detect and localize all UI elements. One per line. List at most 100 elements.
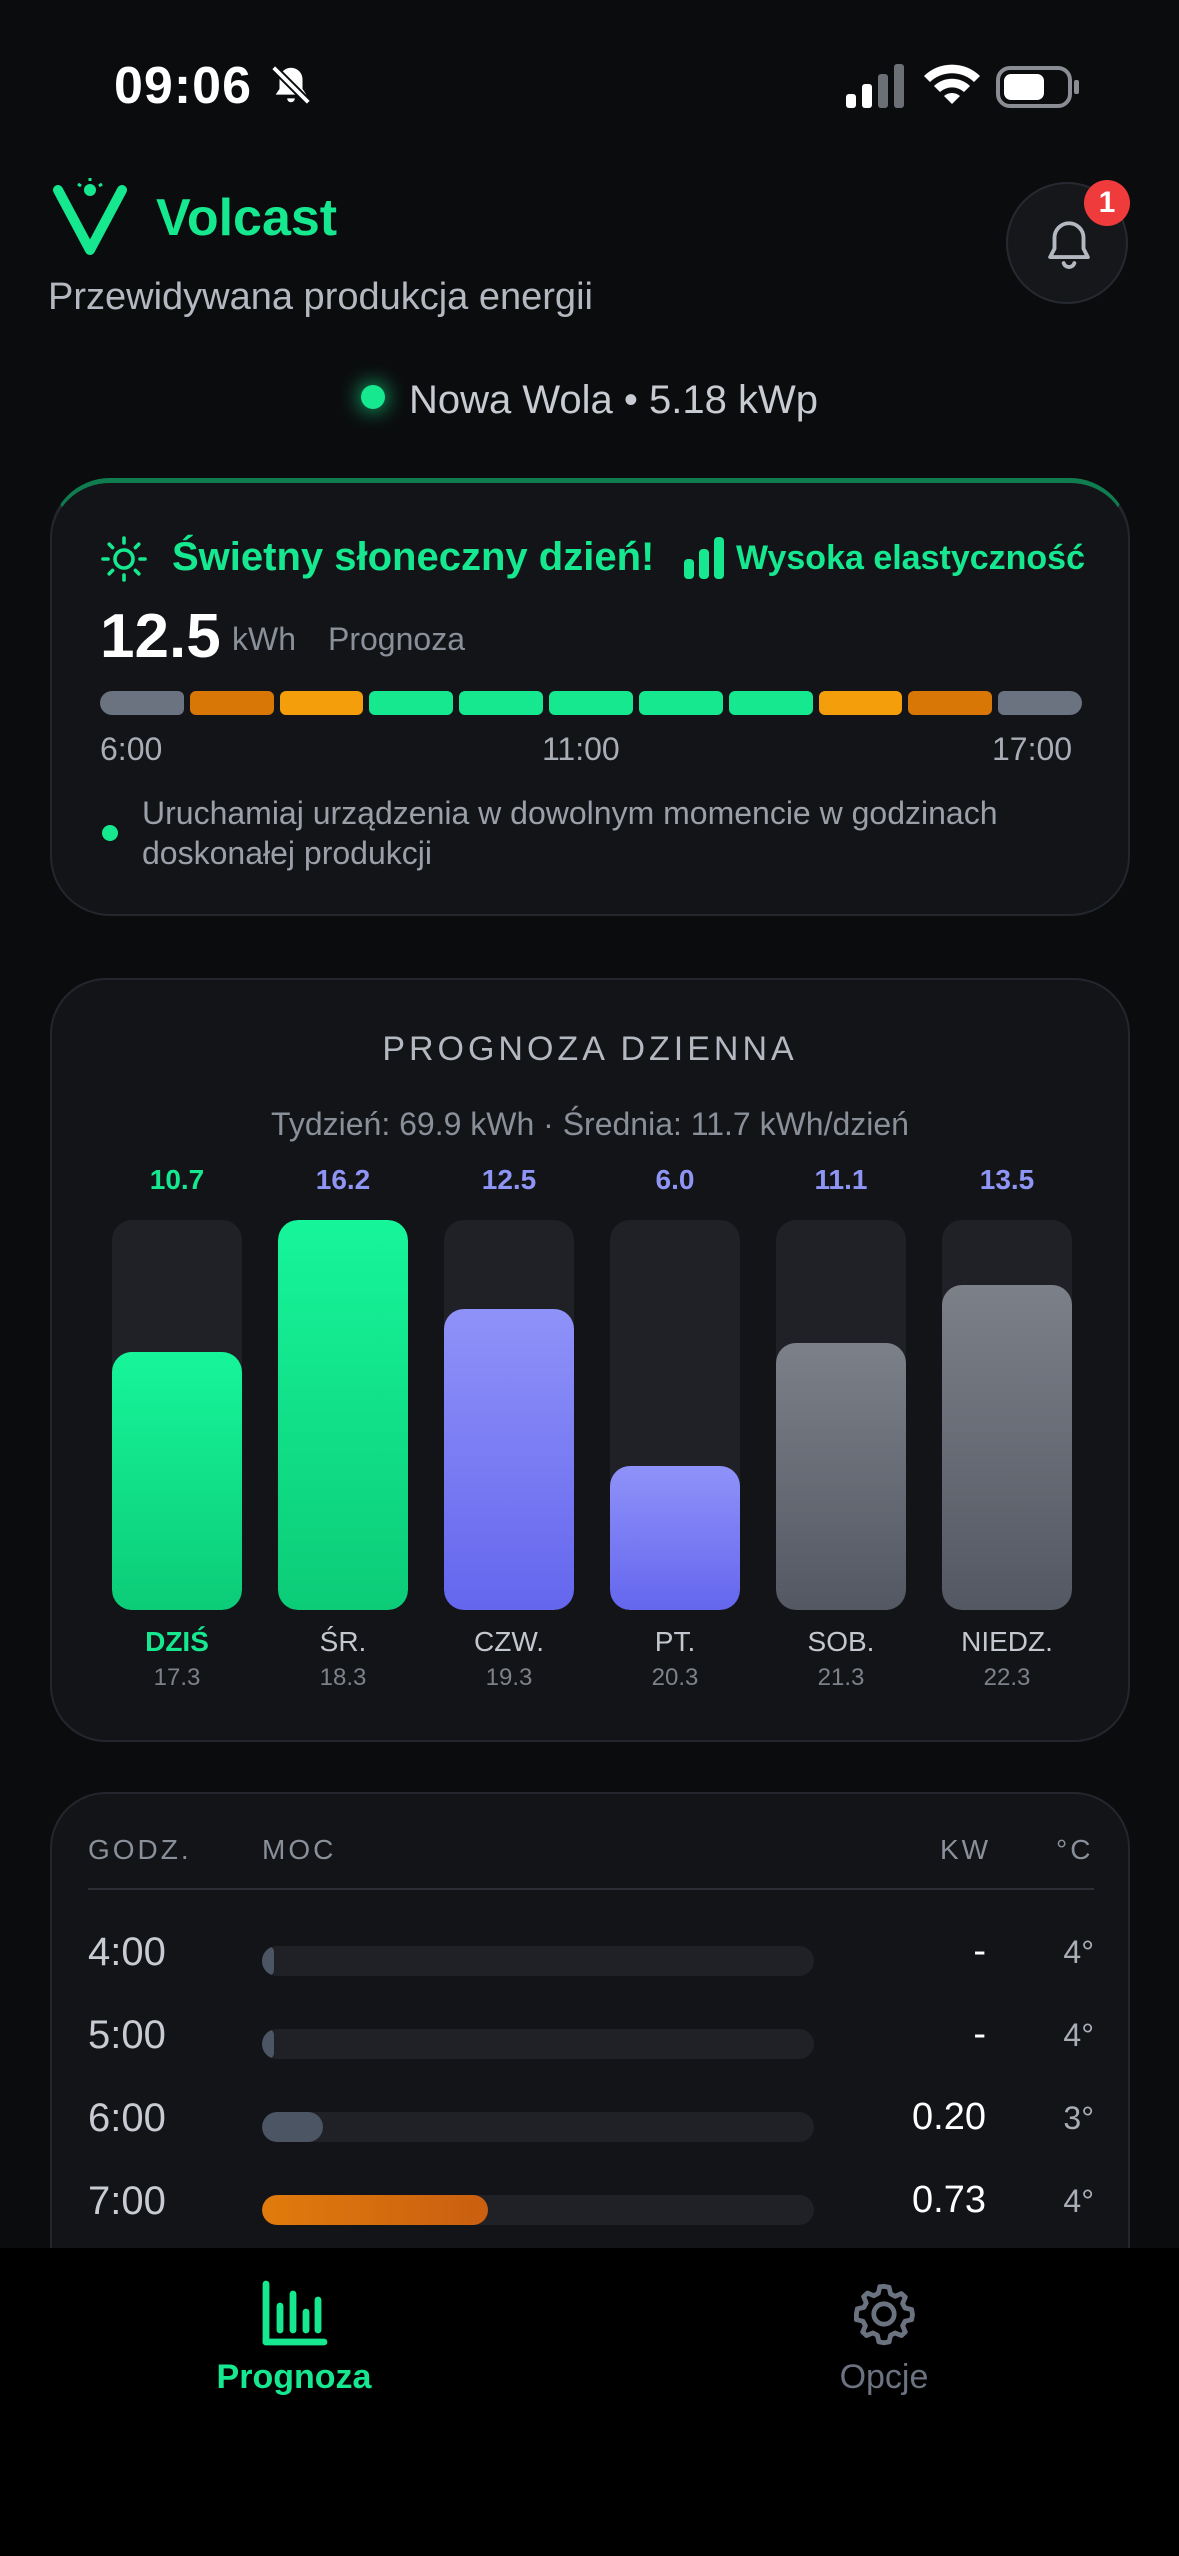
table-divider (88, 1888, 1094, 1890)
bar-value: 12.5 (481, 1164, 537, 1195)
daily-bar-column[interactable]: 13.5 NIEDZ. 22.3 (942, 1164, 1072, 1704)
signal-icon (846, 64, 904, 108)
bar-value: 11.1 (814, 1164, 868, 1195)
row-hour: 4:00 (88, 1930, 166, 1974)
daily-bar-column[interactable]: 11.1 SOB. 21.3 (776, 1164, 906, 1704)
power-bar-fill (262, 2029, 274, 2059)
location-indicator: Nowa Wola • 5.18 kWp (0, 378, 1179, 423)
table-row: 6:00 0.20 3° (52, 2096, 1132, 2156)
forecast-unit: kWh (232, 621, 296, 657)
power-bar-track (262, 2029, 814, 2059)
hour-segment (189, 691, 274, 715)
row-hour: 6:00 (88, 2096, 166, 2140)
bar-date-label: 17.3 (153, 1664, 201, 1691)
row-kw: - (973, 2013, 986, 2055)
hour-segment (638, 691, 723, 715)
bar-track (942, 1220, 1072, 1610)
hourly-forecast-table: GODZ. MOC KW °C 4:00 - 4° 5:00 - 4° 6:00 0.20 3°… (50, 1792, 1130, 2252)
app-name: Volcast (156, 189, 338, 247)
forecast-value: 12.5 (100, 602, 221, 671)
daily-bar-column[interactable]: 10.7 DZIŚ 17.3 (112, 1164, 242, 1704)
bar-chart-icon (262, 2280, 328, 2346)
app-subtitle: Przewidywana produkcja energii (48, 276, 593, 318)
row-temp: 4° (1063, 1934, 1094, 1970)
daily-forecast-summary: Tydzień: 69.9 kWh · Średnia: 11.7 kWh/dz… (271, 1106, 909, 1142)
signal-strength-icon (684, 537, 724, 579)
row-kw: 0.73 (912, 2179, 986, 2221)
hour-segment (369, 691, 454, 715)
row-temp: 4° (1063, 2017, 1094, 2053)
table-row: 7:00 0.73 4° (52, 2179, 1132, 2239)
battery-icon (996, 66, 1079, 108)
bottom-navigation: Prognoza Opcje (0, 2248, 1179, 2556)
hour-segment (100, 691, 184, 715)
bar-date-label: 21.3 (817, 1664, 865, 1691)
today-forecast-card: Świetny słoneczny dzień! Wysoka elastycz… (50, 478, 1130, 916)
hour-segment (459, 691, 544, 715)
bar-day-label: SOB. (807, 1626, 875, 1657)
time-start: 6:00 (100, 731, 163, 767)
power-bar-fill (262, 1946, 274, 1976)
row-temp: 3° (1063, 2100, 1094, 2136)
bar-track (112, 1220, 242, 1610)
bar-day-label: NIEDZ. (961, 1626, 1053, 1657)
bar-fill (610, 1466, 740, 1610)
hour-segment (998, 691, 1082, 715)
header-temp: °C (1056, 1834, 1094, 1865)
bar-date-label: 19.3 (485, 1664, 533, 1691)
bell-icon (1048, 221, 1090, 269)
day-headline: Świetny słoneczny dzień! (172, 535, 655, 579)
bar-day-label: ŚR. (319, 1626, 367, 1657)
table-row: 4:00 - 4° (52, 1930, 1132, 1990)
daily-forecast-card: PROGNOZA DZIENNA Tydzień: 69.9 kWh · Śre… (50, 978, 1130, 1742)
bar-value: 13.5 (979, 1164, 1035, 1195)
volcast-logo-icon (53, 178, 127, 255)
header-power: MOC (262, 1834, 337, 1865)
wifi-icon (924, 64, 980, 104)
nav-forecast-label: Prognoza (216, 2358, 372, 2396)
bar-track (278, 1220, 408, 1610)
daily-forecast-title: PROGNOZA DZIENNA (382, 1030, 798, 1068)
bar-day-label: CZW. (474, 1626, 544, 1657)
bar-fill (112, 1352, 242, 1610)
row-kw: - (973, 1930, 986, 1972)
nav-options-tab[interactable]: Opcje (734, 2278, 1034, 2397)
daily-bar-column[interactable]: 16.2 ŚR. 18.3 (278, 1164, 408, 1704)
hour-segment (908, 691, 993, 715)
bar-value: 10.7 (149, 1164, 205, 1195)
tip-bullet (102, 825, 118, 841)
bar-date-label: 18.3 (319, 1664, 367, 1691)
bar-date-label: 22.3 (983, 1664, 1031, 1691)
bar-day-label: DZIŚ (145, 1626, 209, 1657)
status-bar: 09:06 (0, 0, 1179, 170)
time-middle: 11:00 (542, 731, 620, 767)
flexibility-label: Wysoka elastyczność (736, 539, 1085, 577)
bar-value: 6.0 (655, 1164, 695, 1195)
nav-forecast-tab[interactable]: Prognoza (144, 2278, 444, 2397)
bar-fill (942, 1285, 1072, 1610)
bar-fill (444, 1309, 574, 1610)
daily-bar-column[interactable]: 12.5 CZW. 19.3 (444, 1164, 574, 1704)
power-bar-track (262, 2112, 814, 2142)
power-bar-fill (262, 2195, 488, 2225)
bell-muted-icon (271, 65, 311, 105)
header-hour: GODZ. (88, 1834, 192, 1865)
row-hour: 5:00 (88, 2013, 166, 2057)
table-row: 5:00 - 4° (52, 2013, 1132, 2073)
gear-icon (854, 2284, 915, 2346)
daily-bar-column[interactable]: 6.0 PT. 20.3 (610, 1164, 740, 1704)
hour-segment (279, 691, 364, 715)
power-bar-track (262, 1946, 814, 1976)
bar-date-label: 20.3 (651, 1664, 699, 1691)
hour-segment (728, 691, 813, 715)
bar-fill (278, 1220, 408, 1610)
bar-track (776, 1220, 906, 1610)
bar-fill (776, 1343, 906, 1610)
bar-day-label: PT. (654, 1626, 696, 1657)
bar-track (444, 1220, 574, 1610)
nav-options-label: Opcje (839, 2358, 929, 2396)
time-end: 17:00 (992, 731, 1073, 767)
sun-icon (101, 536, 147, 582)
row-temp: 4° (1063, 2183, 1094, 2219)
hour-segment (818, 691, 903, 715)
